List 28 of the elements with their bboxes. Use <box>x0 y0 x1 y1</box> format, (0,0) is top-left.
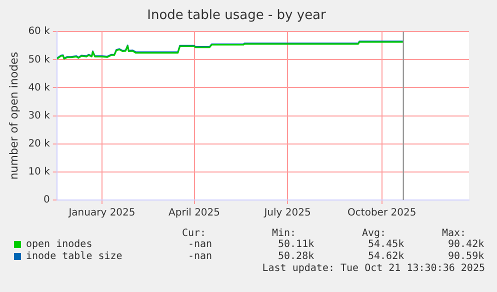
text: Last update: Tue Oct 21 13:30:36 2025 <box>262 263 485 274</box>
x-tick-label: October 2025 <box>348 208 416 219</box>
legend-label: inode table size <box>26 251 122 262</box>
y-tick-label: 30 k <box>28 110 50 122</box>
y-tick-label: 40 k <box>28 82 50 94</box>
y-tick-label: 50 k <box>28 54 50 66</box>
y-axis-title: number of open inodes <box>7 52 20 180</box>
y-tick-label: 0 <box>44 194 50 206</box>
text: 54.45k <box>368 239 404 250</box>
text: 90.59k <box>448 251 484 262</box>
text: Max: <box>442 228 466 239</box>
y-tick-label: 20 k <box>28 138 50 150</box>
text: Min: <box>272 228 296 239</box>
legend-label: open inodes <box>26 239 92 250</box>
text: 54.62k <box>368 251 404 262</box>
text: 50.11k <box>278 239 314 250</box>
y-tick-label: 60 k <box>28 26 50 38</box>
text: 50.28k <box>278 251 314 262</box>
y-tick-label: 10 k <box>28 166 50 178</box>
chart-title: Inode table usage - by year <box>147 8 327 24</box>
text: Cur: <box>182 228 206 239</box>
x-tick-label: April 2025 <box>168 208 220 219</box>
text: -nan <box>188 239 212 250</box>
x-tick-label: July 2025 <box>263 208 311 219</box>
text: -nan <box>188 251 212 262</box>
text: Avg: <box>362 228 386 239</box>
text: 90.42k <box>448 239 484 250</box>
x-tick-label: January 2025 <box>68 208 136 219</box>
